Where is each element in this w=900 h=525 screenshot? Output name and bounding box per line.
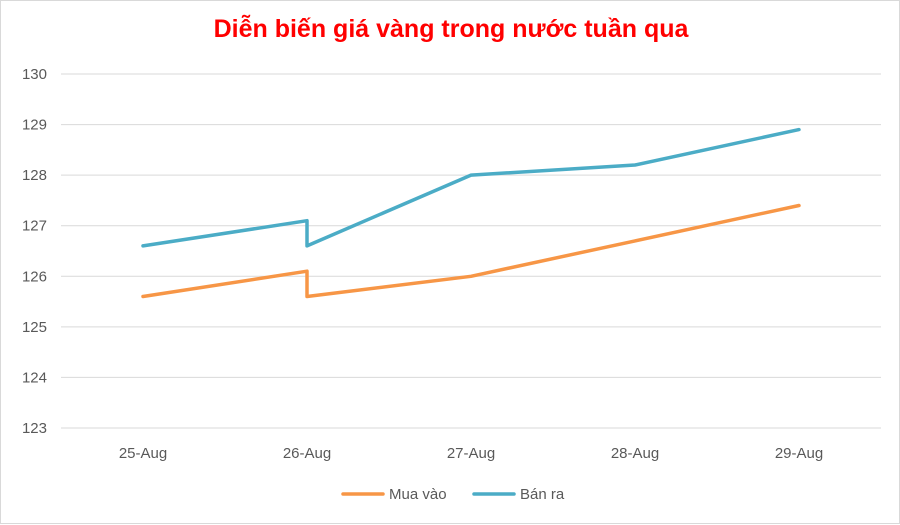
series-line-mua-vao: [141, 203, 801, 299]
x-tick-label: 25-Aug: [119, 445, 167, 462]
x-tick-label: 29-Aug: [775, 445, 823, 462]
y-tick-label: 129: [22, 117, 47, 134]
x-tick-label: 26-Aug: [283, 445, 331, 462]
y-tick-label: 125: [22, 319, 47, 336]
y-tick-label: 123: [22, 420, 47, 437]
x-tick-label: 28-Aug: [611, 445, 659, 462]
y-tick-label: 128: [22, 167, 47, 184]
y-tick-label: 130: [22, 66, 47, 83]
series-line-ban-ra: [141, 127, 801, 248]
x-tick-label: 27-Aug: [447, 445, 495, 462]
legend-label: Bán ra: [520, 486, 565, 503]
legend-label: Mua vào: [389, 486, 447, 503]
y-tick-label: 127: [22, 218, 47, 235]
y-tick-label: 126: [22, 268, 47, 285]
chart-title: Diễn biến giá vàng trong nước tuần qua: [213, 15, 689, 43]
y-tick-label: 124: [22, 369, 47, 386]
